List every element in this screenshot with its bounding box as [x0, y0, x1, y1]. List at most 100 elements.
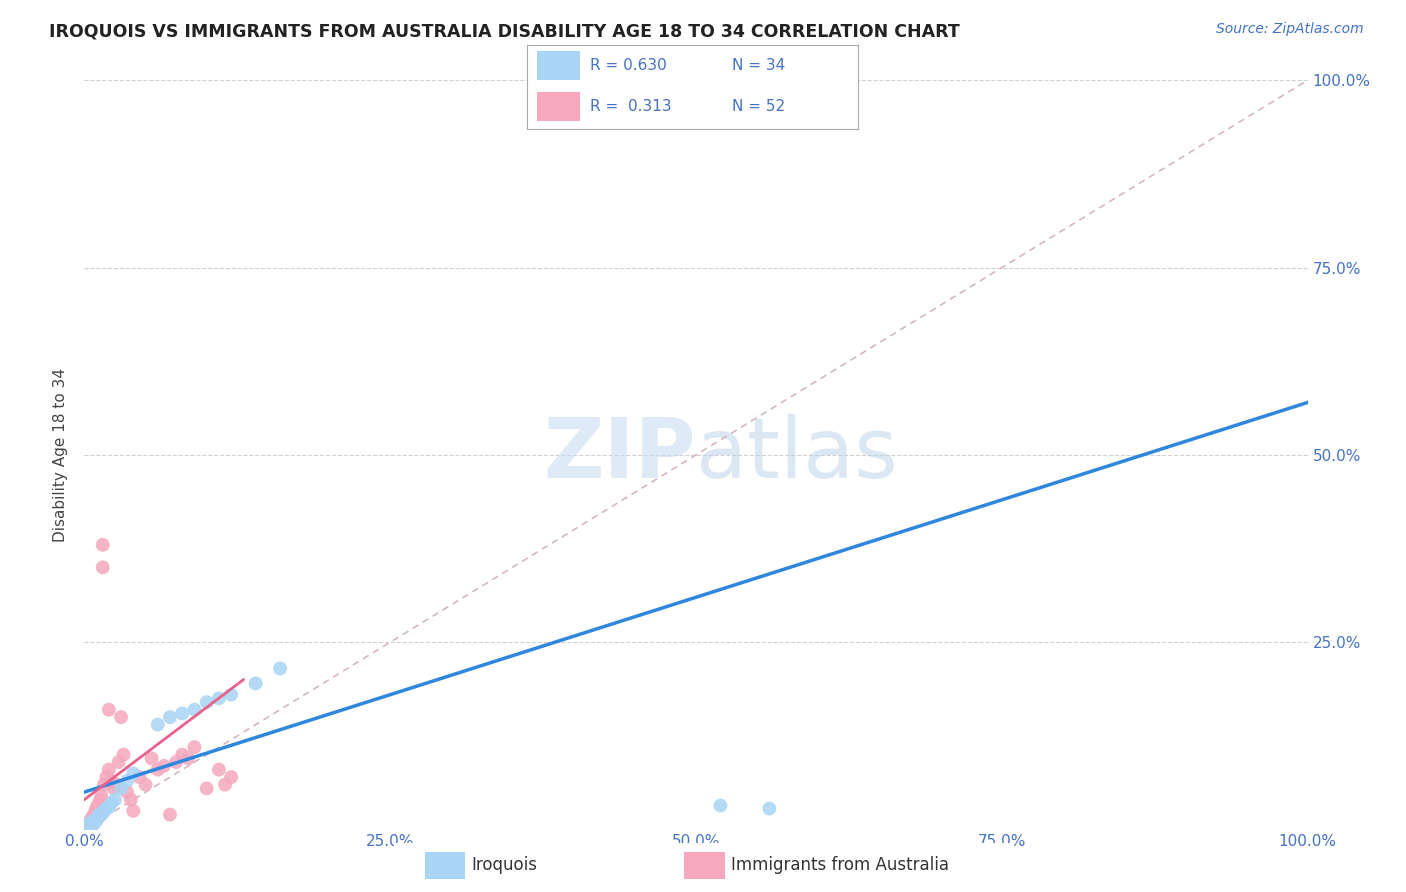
Point: [172, 706, 194, 721]
Point: [104, 792, 127, 806]
Point: [77, 816, 100, 830]
Point: [245, 676, 267, 690]
Point: [709, 798, 731, 813]
Point: [110, 710, 132, 724]
Point: [86, 800, 108, 814]
Point: [758, 801, 780, 815]
Point: [141, 751, 163, 765]
Point: [91, 538, 114, 552]
Point: [208, 691, 231, 706]
Point: [122, 766, 145, 780]
Point: [83, 815, 105, 830]
Point: [153, 759, 176, 773]
Point: [219, 688, 242, 702]
Point: [79, 814, 101, 828]
Point: [110, 781, 132, 796]
Text: Iroquois: Iroquois: [471, 856, 537, 874]
Point: [76, 819, 98, 833]
Point: [79, 815, 101, 830]
Point: [214, 778, 236, 792]
Text: ZIP: ZIP: [544, 415, 696, 495]
Point: [120, 792, 142, 806]
Point: [89, 809, 111, 823]
Point: [208, 763, 231, 777]
Point: [87, 801, 110, 815]
Point: [86, 811, 108, 825]
Point: [177, 751, 200, 765]
Point: [219, 770, 242, 784]
Point: [159, 807, 181, 822]
Bar: [425, 852, 465, 879]
Point: [112, 747, 135, 762]
Point: [80, 814, 103, 829]
Point: [83, 807, 105, 822]
Text: Immigrants from Australia: Immigrants from Australia: [731, 856, 949, 874]
Point: [115, 773, 138, 788]
Point: [87, 807, 110, 822]
Point: [86, 806, 108, 821]
Point: [79, 815, 101, 830]
Point: [83, 816, 105, 830]
Point: [91, 806, 114, 821]
Point: [84, 808, 107, 822]
Point: [86, 814, 108, 828]
Point: [103, 781, 125, 796]
Point: [183, 703, 205, 717]
Point: [93, 778, 115, 792]
Point: [77, 815, 100, 830]
Point: [97, 800, 120, 814]
Point: [83, 811, 105, 825]
Point: [135, 778, 157, 792]
Point: [82, 813, 104, 827]
Point: [122, 804, 145, 818]
Point: [82, 815, 104, 830]
Point: [107, 755, 129, 769]
Point: [165, 755, 187, 769]
Point: [183, 740, 205, 755]
Point: [115, 785, 138, 799]
Point: [100, 773, 122, 788]
Point: [93, 804, 115, 818]
Point: [80, 811, 103, 825]
Point: [96, 801, 118, 815]
Point: [97, 703, 120, 717]
Point: [195, 695, 218, 709]
Y-axis label: Disability Age 18 to 34: Disability Age 18 to 34: [53, 368, 69, 542]
Point: [96, 770, 118, 784]
Point: [76, 820, 98, 834]
Point: [97, 763, 120, 777]
Point: [105, 778, 128, 792]
Point: [91, 560, 114, 574]
Point: [146, 763, 169, 777]
Point: [77, 819, 100, 833]
Point: [77, 819, 100, 833]
Point: [90, 789, 112, 803]
Point: [87, 797, 110, 811]
Text: atlas: atlas: [696, 415, 897, 495]
Point: [79, 817, 101, 831]
Point: [77, 818, 100, 832]
Point: [84, 814, 107, 828]
Text: Source: ZipAtlas.com: Source: ZipAtlas.com: [1216, 22, 1364, 37]
Text: R = 0.630: R = 0.630: [591, 58, 666, 73]
Point: [82, 809, 104, 823]
Text: IROQUOIS VS IMMIGRANTS FROM AUSTRALIA DISABILITY AGE 18 TO 34 CORRELATION CHART: IROQUOIS VS IMMIGRANTS FROM AUSTRALIA DI…: [49, 22, 960, 40]
Point: [77, 817, 100, 831]
Bar: [537, 52, 581, 80]
Point: [159, 710, 181, 724]
Point: [172, 747, 194, 762]
Point: [75, 820, 97, 834]
Point: [80, 818, 103, 832]
Point: [76, 819, 98, 833]
Point: [128, 770, 150, 784]
Point: [84, 804, 107, 818]
Text: N = 52: N = 52: [733, 99, 785, 114]
Text: R =  0.313: R = 0.313: [591, 99, 672, 114]
Point: [146, 717, 169, 731]
Bar: [537, 92, 581, 120]
Point: [195, 781, 218, 796]
Text: N = 34: N = 34: [733, 58, 786, 73]
Point: [89, 792, 111, 806]
Point: [100, 797, 122, 811]
Bar: [685, 852, 724, 879]
